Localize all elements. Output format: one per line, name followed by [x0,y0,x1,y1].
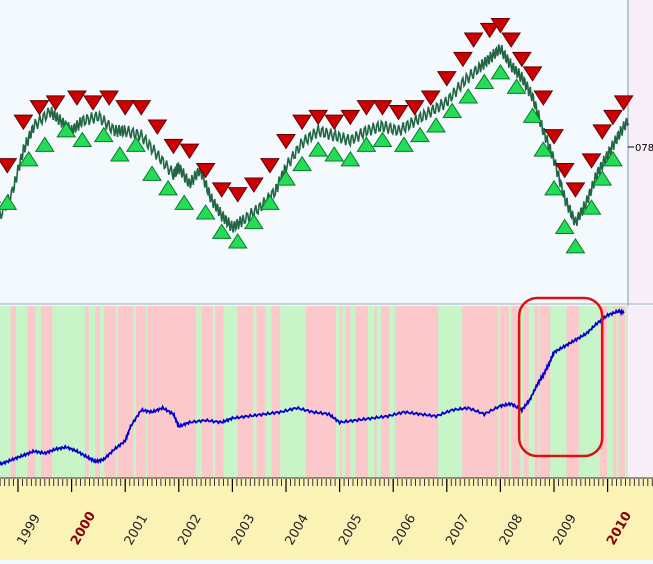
last-value-label: 078 [635,143,653,154]
regime-band-pink [535,306,539,478]
regime-band-pink [202,306,213,478]
regime-band-pink [470,306,498,478]
regime-band-pink [215,306,223,478]
regime-band-pink [85,306,89,478]
regime-band-pink [257,306,266,478]
regime-band-pink [356,306,368,478]
regime-band-pink [345,306,350,478]
regime-band-pink [395,306,430,478]
regime-band-pink [95,306,100,478]
right-margin-strip [628,306,653,478]
regime-band-pink [619,306,625,478]
regime-band-pink [11,306,16,478]
regime-band-pink [340,306,342,478]
regime-band-pink [613,306,616,478]
regime-band-pink [272,306,280,478]
regime-band-pink [375,306,377,478]
regime-band-pink [539,306,550,478]
price-panel-background [0,0,653,303]
regime-band-pink [566,306,578,478]
regime-band-pink [150,306,192,478]
regime-band-pink [136,306,146,478]
regime-band-pink [118,306,134,478]
regime-band-pink [500,306,509,478]
regime-band-pink [238,306,253,478]
equity-panel [0,298,653,478]
axis-background [0,478,653,560]
regime-band-pink [306,306,336,478]
regime-band-pink [381,306,389,478]
